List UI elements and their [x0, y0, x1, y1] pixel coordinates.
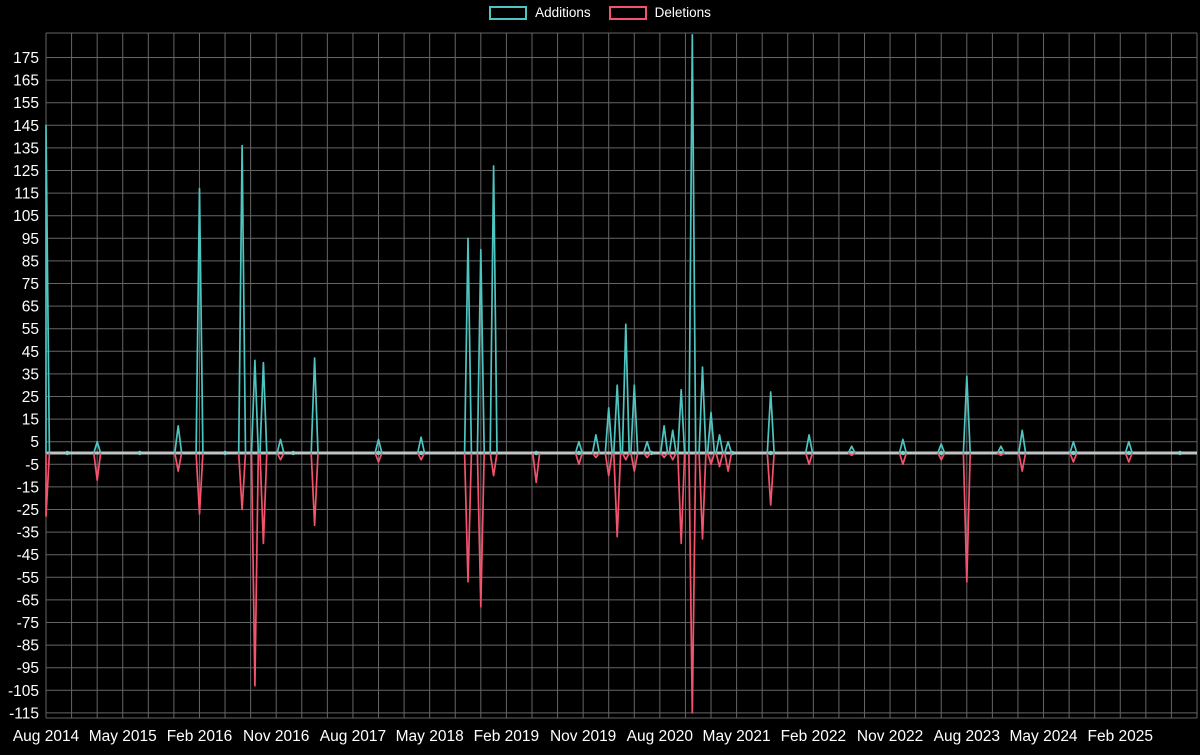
- svg-text:Nov 2016: Nov 2016: [243, 728, 309, 745]
- legend-item-additions[interactable]: Additions: [489, 5, 591, 20]
- svg-text:65: 65: [22, 299, 39, 316]
- svg-text:45: 45: [22, 344, 39, 361]
- chart-legend: Additions Deletions: [0, 5, 1200, 20]
- svg-text:Aug 2017: Aug 2017: [320, 728, 386, 745]
- svg-text:Nov 2019: Nov 2019: [550, 728, 616, 745]
- svg-text:Feb 2019: Feb 2019: [474, 728, 540, 745]
- svg-text:May 2024: May 2024: [1009, 728, 1077, 745]
- svg-text:95: 95: [22, 231, 39, 248]
- legend-label-deletions: Deletions: [654, 5, 711, 20]
- svg-text:35: 35: [22, 366, 39, 383]
- svg-text:-15: -15: [17, 479, 39, 496]
- svg-text:Aug 2023: Aug 2023: [934, 728, 1000, 745]
- svg-text:125: 125: [13, 163, 39, 180]
- svg-text:105: 105: [13, 208, 39, 225]
- zero-point-markers: [65, 450, 1183, 456]
- svg-text:15: 15: [22, 412, 39, 429]
- svg-text:-25: -25: [17, 502, 39, 519]
- svg-text:115: 115: [14, 186, 39, 203]
- deletions-swatch-icon: [608, 5, 647, 20]
- svg-text:-55: -55: [17, 570, 39, 587]
- svg-text:145: 145: [13, 118, 39, 135]
- svg-text:-35: -35: [17, 525, 39, 542]
- additions-swatch-icon: [489, 5, 528, 20]
- svg-text:-95: -95: [17, 660, 39, 677]
- legend-item-deletions[interactable]: Deletions: [608, 5, 711, 20]
- svg-text:May 2018: May 2018: [396, 728, 464, 745]
- svg-text:-75: -75: [17, 615, 39, 632]
- svg-text:55: 55: [22, 321, 39, 338]
- svg-text:-45: -45: [17, 547, 39, 564]
- gridlines: [45, 32, 1198, 719]
- svg-text:Aug 2014: Aug 2014: [13, 728, 80, 745]
- svg-text:-5: -5: [25, 457, 39, 474]
- series-additions-line: [45, 34, 1134, 454]
- svg-text:85: 85: [22, 253, 39, 270]
- svg-text:May 2021: May 2021: [703, 728, 771, 745]
- svg-text:Feb 2016: Feb 2016: [167, 728, 233, 745]
- svg-text:Feb 2025: Feb 2025: [1088, 728, 1154, 745]
- svg-text:25: 25: [22, 389, 39, 406]
- svg-text:Feb 2022: Feb 2022: [781, 728, 847, 745]
- y-axis-labels: 1751651551451351251151059585756555453525…: [8, 50, 39, 722]
- series-deletions-line: [45, 452, 1133, 714]
- legend-label-additions: Additions: [535, 5, 591, 20]
- svg-text:135: 135: [13, 140, 39, 157]
- svg-text:155: 155: [13, 95, 39, 112]
- svg-text:-85: -85: [17, 638, 39, 655]
- svg-text:175: 175: [13, 50, 39, 67]
- svg-text:75: 75: [22, 276, 39, 293]
- svg-text:Aug 2020: Aug 2020: [627, 728, 694, 745]
- svg-text:5: 5: [30, 434, 39, 451]
- svg-text:-105: -105: [8, 683, 39, 700]
- x-axis-labels: Aug 2014 May 2015 Feb 2016 Nov 2016 Aug 2017…: [13, 728, 1153, 745]
- svg-text:Nov 2022: Nov 2022: [857, 728, 923, 745]
- svg-text:-115: -115: [9, 705, 39, 722]
- svg-text:-65: -65: [17, 592, 39, 609]
- svg-text:165: 165: [13, 73, 39, 90]
- svg-text:May 2015: May 2015: [89, 728, 157, 745]
